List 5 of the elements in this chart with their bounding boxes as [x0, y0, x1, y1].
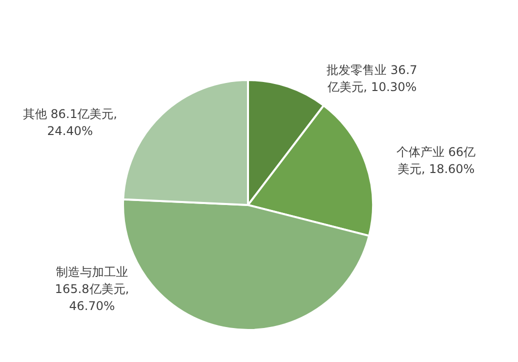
slice-label: 个体产业 66亿美元, 18.60%: [396, 145, 476, 176]
slice-label: 其他 86.1亿美元, 24.40%: [22, 107, 118, 138]
slice-label: 批发零售业 36.7亿美元, 10.30%: [326, 63, 418, 94]
data-label: 165.8亿美元, 46.70%: [54, 282, 130, 313]
slice-label: 制造与加工业: [56, 265, 128, 279]
